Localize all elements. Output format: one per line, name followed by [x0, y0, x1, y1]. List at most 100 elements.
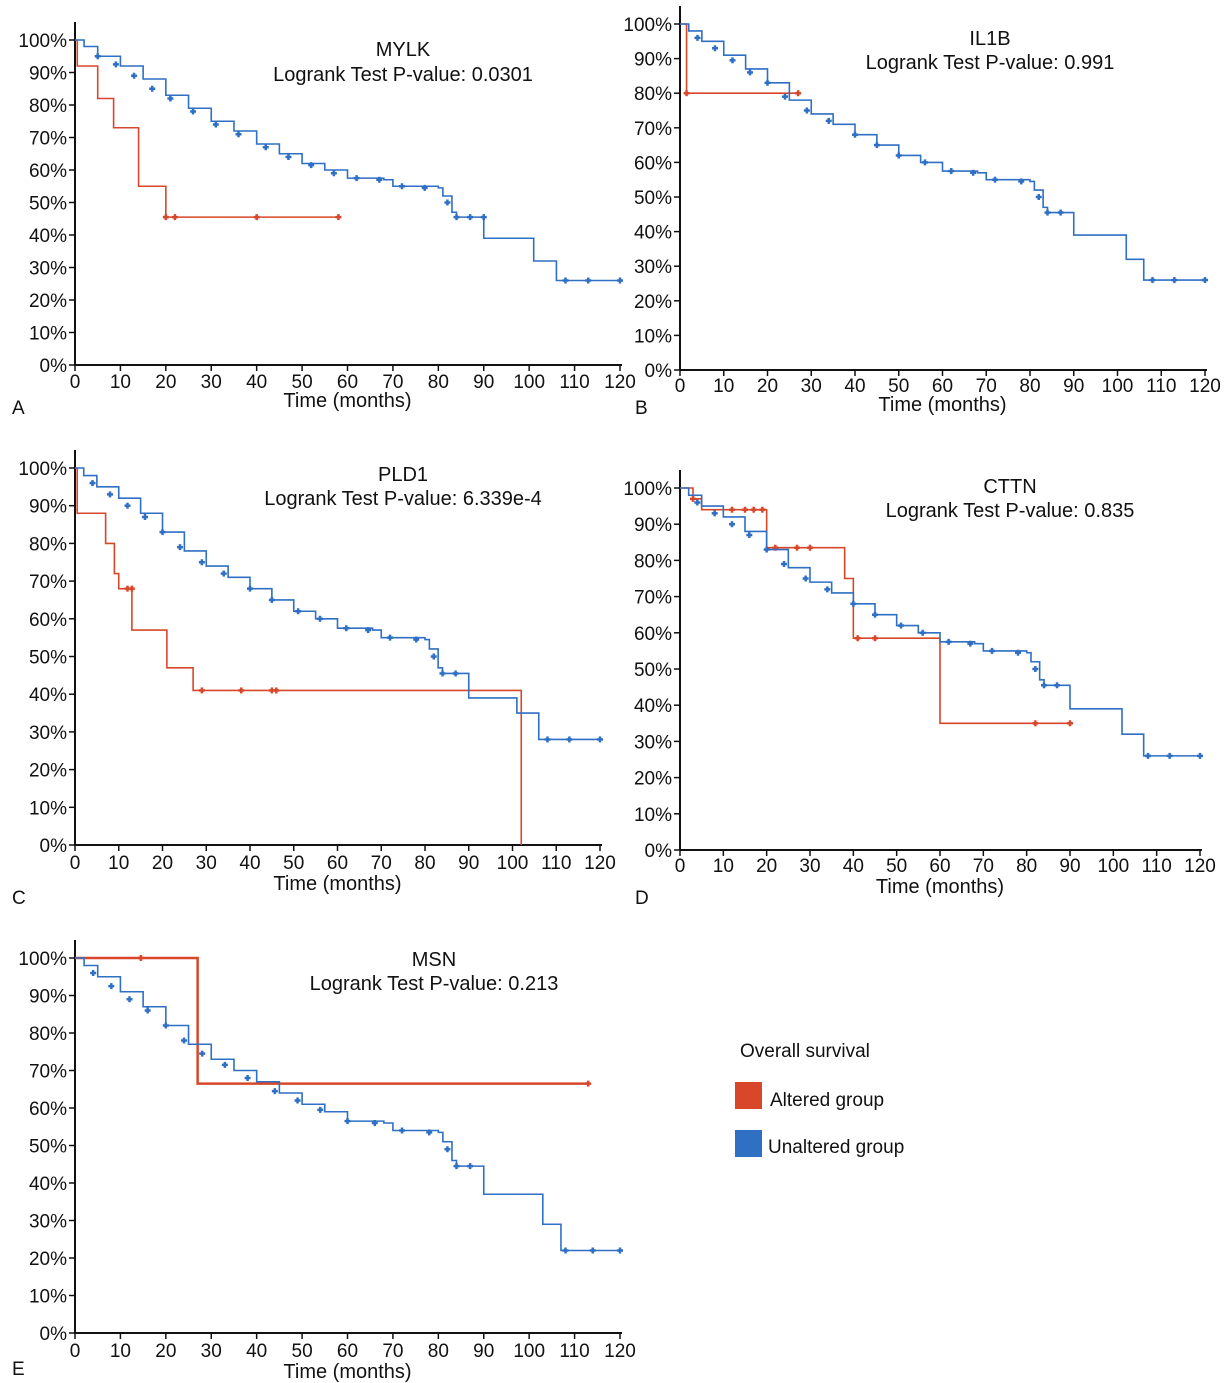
x-tick-label: 0 [70, 853, 81, 874]
x-tick-label: 60 [337, 372, 358, 393]
x-axis-title: Time (months) [283, 1361, 411, 1383]
x-tick-label: 80 [1016, 856, 1037, 877]
x-tick-label: 100 [1102, 376, 1134, 397]
x-tick-label: 110 [1142, 856, 1172, 877]
x-tick-label: 40 [246, 1341, 267, 1362]
y-tick-label: 40% [634, 223, 672, 244]
y-tick-label: 60% [634, 153, 672, 174]
x-tick-label: 100 [513, 1341, 545, 1362]
y-tick-label: 50% [634, 660, 672, 681]
x-tick-label: 20 [155, 1341, 176, 1362]
x-tick-label: 90 [473, 372, 494, 393]
y-tick-label: 100% [623, 479, 672, 500]
chart-logrank-title: Logrank Test P-value: 6.339e-4 [264, 488, 542, 510]
x-tick-label: 90 [1059, 856, 1080, 877]
y-tick-label: 70% [634, 588, 672, 609]
y-tick-label: 0% [40, 1324, 68, 1345]
x-tick-label: 80 [414, 853, 435, 874]
y-tick-label: 40% [634, 696, 672, 717]
x-axis-title: Time (months) [283, 390, 411, 412]
panel-letter: D [635, 888, 649, 909]
y-tick-label: 70% [29, 572, 67, 593]
y-tick-label: 50% [634, 188, 672, 209]
y-tick-label: 100% [18, 459, 67, 480]
x-tick-label: 50 [283, 853, 304, 874]
y-tick-label: 90% [29, 64, 67, 85]
y-tick-label: 40% [29, 1174, 67, 1195]
altered-survival-curve [75, 467, 523, 845]
km-panel-c: 0% 10% 20% 30% 40% 50% 60% 70% 80% 90% 100% 0 10 20 30… [12, 450, 616, 909]
unaltered-survival-curve [75, 957, 620, 1252]
y-tick-label: 40% [29, 226, 67, 247]
y-tick-label: 60% [29, 610, 67, 631]
x-tick-label: 60 [932, 376, 953, 397]
chart-gene-name: MYLK [376, 39, 431, 61]
y-tick-label: 10% [29, 1287, 67, 1308]
x-tick-label: 70 [382, 1341, 403, 1362]
x-tick-label: 80 [428, 1341, 449, 1362]
x-tick-label: 80 [1019, 376, 1040, 397]
altered-survival-curve [75, 956, 589, 1085]
y-tick-label: 60% [29, 1099, 67, 1120]
legend: Overall survival Altered group Unaltered… [735, 1041, 904, 1158]
x-tick-label: 90 [458, 853, 479, 874]
x-tick-label: 120 [584, 853, 616, 874]
x-tick-label: 40 [843, 856, 864, 877]
x-tick-label: 100 [497, 853, 529, 874]
y-tick-label: 30% [634, 732, 672, 753]
x-tick-label: 100 [513, 372, 545, 393]
x-tick-label: 10 [110, 372, 131, 393]
y-tick-label: 20% [634, 292, 672, 313]
y-tick-label: 90% [29, 987, 67, 1008]
y-tick-label: 100% [18, 31, 67, 52]
legend-swatch-altered [735, 1082, 762, 1109]
x-tick-label: 100 [1097, 856, 1129, 877]
legend-swatch-unaltered [735, 1130, 762, 1157]
x-tick-label: 60 [327, 853, 348, 874]
km-panel-e: 0% 10% 20% 30% 40% 50% 60% 70% 80% 90% 100% 0 10 20 30… [12, 940, 636, 1383]
km-panel-a: 0% 10% 20% 30% 40% 50% 60% 70% 80% 90% 100% 0 10 20 30… [12, 22, 636, 419]
x-tick-label: 30 [801, 376, 822, 397]
x-tick-label: 40 [239, 853, 260, 874]
y-tick-label: 80% [29, 96, 67, 117]
chart-logrank-title: Logrank Test P-value: 0.0301 [273, 64, 533, 86]
y-tick-label: 30% [634, 257, 672, 278]
x-tick-label: 10 [713, 376, 734, 397]
y-tick-label: 20% [29, 1249, 67, 1270]
legend-title: Overall survival [740, 1041, 870, 1062]
y-tick-label: 10% [634, 326, 672, 347]
x-tick-label: 120 [1184, 856, 1216, 877]
y-tick-label: 30% [29, 723, 67, 744]
x-tick-label: 80 [428, 372, 449, 393]
y-tick-label: 20% [29, 761, 67, 782]
x-tick-label: 70 [382, 372, 403, 393]
y-tick-label: 90% [634, 50, 672, 71]
x-tick-label: 20 [155, 372, 176, 393]
chart-logrank-title: Logrank Test P-value: 0.991 [866, 52, 1115, 74]
y-tick-label: 100% [623, 15, 672, 36]
x-tick-label: 0 [70, 1341, 81, 1362]
y-tick-label: 80% [634, 84, 672, 105]
x-tick-label: 10 [108, 853, 129, 874]
panel-letter: C [12, 888, 26, 909]
y-tick-label: 10% [29, 798, 67, 819]
chart-gene-name: IL1B [969, 28, 1010, 50]
y-tick-label: 0% [645, 841, 673, 862]
x-tick-label: 110 [559, 1341, 589, 1362]
x-tick-label: 50 [888, 376, 909, 397]
y-tick-label: 10% [634, 805, 672, 826]
x-tick-label: 20 [756, 856, 777, 877]
y-tick-label: 60% [634, 624, 672, 645]
y-tick-label: 80% [29, 1024, 67, 1045]
x-tick-label: 120 [1189, 376, 1221, 397]
y-tick-label: 30% [29, 259, 67, 280]
x-tick-label: 120 [604, 1341, 636, 1362]
x-tick-label: 30 [201, 372, 222, 393]
y-tick-label: 50% [29, 194, 67, 215]
legend-label-unaltered: Unaltered group [768, 1137, 904, 1158]
x-tick-label: 10 [713, 856, 734, 877]
y-tick-label: 40% [29, 685, 67, 706]
y-tick-label: 80% [634, 551, 672, 572]
y-tick-label: 20% [29, 291, 67, 312]
